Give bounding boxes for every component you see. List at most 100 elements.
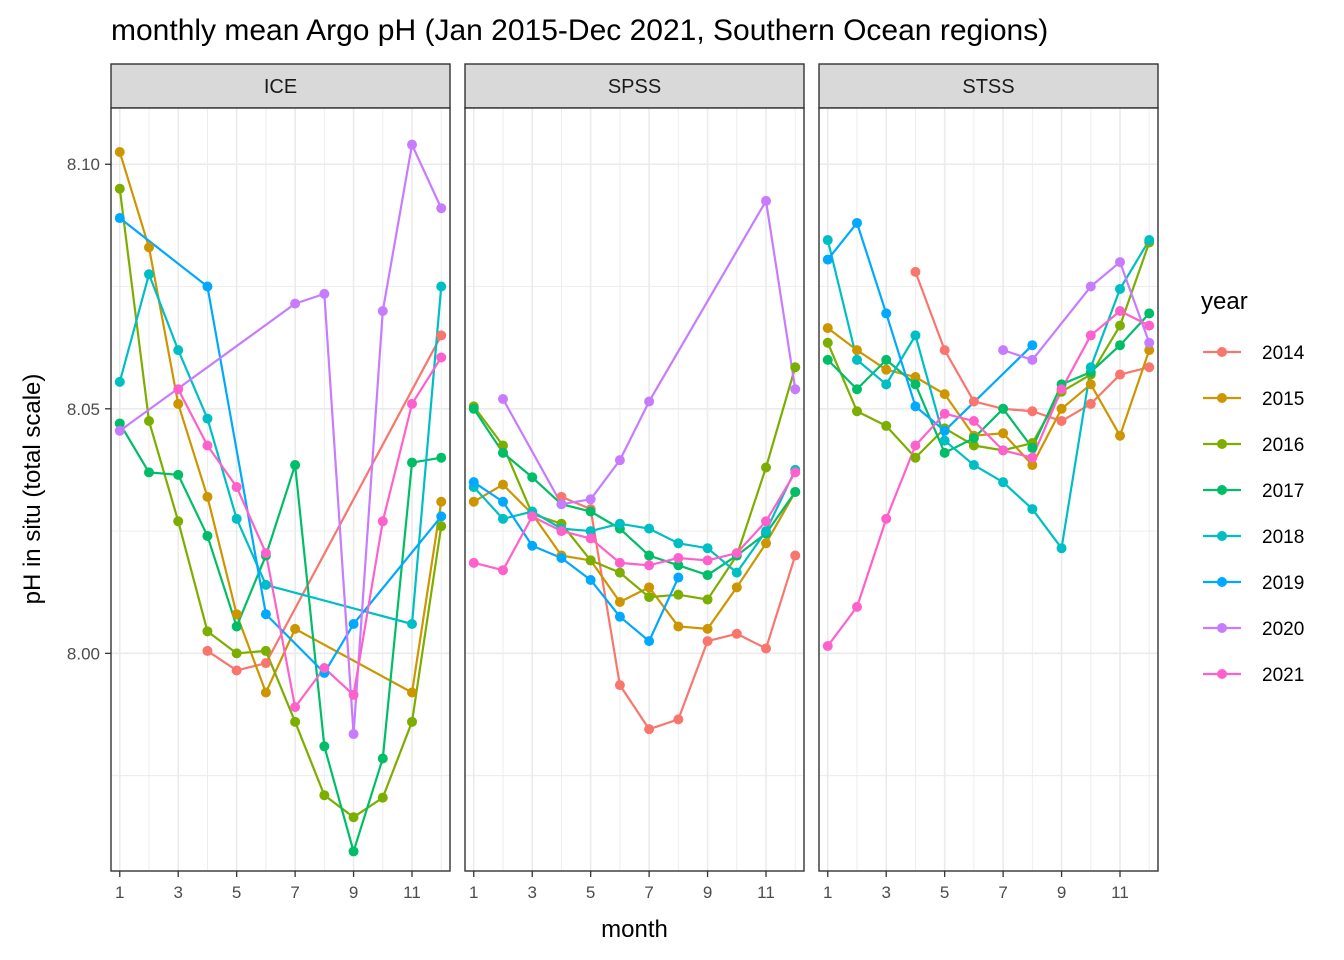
data-point-2021 — [968, 416, 979, 427]
legend: year 2014 2015 2016 2017 2018 2019 2020 2021 — [1201, 288, 1305, 686]
data-point-2021 — [468, 557, 479, 568]
panel-strip — [818, 63, 1159, 109]
panel-border — [110, 107, 451, 872]
x-tick-label: 9 — [1057, 883, 1066, 902]
data-point-2020 — [436, 203, 447, 214]
data-point-2014 — [731, 628, 742, 639]
x-tick-label: 11 — [403, 883, 421, 902]
x-tick-label: 11 — [1111, 883, 1129, 902]
x-tick-label: 1 — [823, 883, 832, 902]
data-point-2018 — [702, 543, 713, 554]
data-point-2017 — [497, 447, 508, 458]
series-line-2017 — [472, 408, 797, 577]
data-point-2015 — [143, 242, 154, 253]
data-point-2020 — [585, 494, 596, 505]
legend-label-2015: 2015 — [1262, 389, 1304, 410]
data-point-2021 — [202, 440, 213, 451]
y-axis: 8.00 8.05 8.10 — [67, 155, 111, 663]
data-point-2020 — [614, 455, 625, 466]
data-point-2019 — [939, 425, 950, 436]
data-point-2018 — [614, 518, 625, 529]
x-axis-title: month — [601, 916, 668, 943]
data-point-2021 — [644, 560, 655, 571]
data-point-2018 — [231, 513, 242, 524]
legend-point-2017 — [1217, 485, 1227, 495]
data-point-2020 — [998, 345, 1009, 356]
y-tick-label: 8.00 — [67, 644, 100, 663]
data-point-2015 — [231, 609, 242, 620]
data-point-2021 — [1144, 320, 1155, 331]
legend-point-2014 — [1217, 347, 1227, 357]
data-point-2020 — [644, 396, 655, 407]
y-tick-label: 8.10 — [67, 155, 100, 174]
data-point-2020 — [114, 425, 125, 436]
data-point-2021 — [319, 663, 330, 674]
data-point-2021 — [1085, 330, 1096, 341]
data-point-2019 — [822, 254, 833, 265]
x-tick-label: 11 — [757, 883, 775, 902]
data-point-2018 — [968, 460, 979, 471]
x-tick-label: 1 — [115, 883, 124, 902]
data-point-2021 — [702, 555, 713, 566]
data-point-2016 — [1115, 320, 1126, 331]
panel-ice: ICE 1 3 5 7 9 11 — [110, 63, 451, 902]
data-point-2021 — [790, 467, 801, 478]
data-point-2017 — [202, 530, 213, 541]
x-tick-label: 1 — [469, 883, 478, 902]
data-point-2017 — [143, 467, 154, 478]
data-point-2015 — [497, 479, 508, 490]
data-point-2017 — [407, 457, 418, 468]
data-point-2017 — [702, 570, 713, 581]
data-point-2014 — [1027, 406, 1038, 417]
legend-label-2016: 2016 — [1262, 435, 1304, 456]
data-point-2021 — [881, 513, 892, 524]
data-point-2015 — [1027, 460, 1038, 471]
y-axis-title: pH in situ (total scale) — [19, 374, 46, 605]
data-point-2021 — [910, 440, 921, 451]
data-point-2021 — [1115, 305, 1126, 316]
x-tick-label: 5 — [586, 883, 595, 902]
data-point-2019 — [614, 611, 625, 622]
data-point-2021 — [1027, 452, 1038, 463]
data-point-2018 — [673, 538, 684, 549]
data-point-2017 — [527, 472, 538, 483]
panel-border — [818, 107, 1159, 872]
data-point-2015 — [761, 538, 772, 549]
data-point-2015 — [202, 491, 213, 502]
data-point-2016 — [585, 555, 596, 566]
data-point-2014 — [436, 330, 447, 341]
data-point-2021 — [614, 557, 625, 568]
series-line-2016 — [472, 366, 797, 601]
data-point-2016 — [436, 521, 447, 532]
panel-spss: SPSS 1 3 5 7 9 11 — [464, 63, 805, 902]
data-point-2018 — [761, 526, 772, 537]
data-point-2016 — [260, 645, 271, 656]
data-point-2018 — [1144, 235, 1155, 246]
data-point-2015 — [939, 389, 950, 400]
x-tick-label: 5 — [940, 883, 949, 902]
data-point-2018 — [881, 379, 892, 390]
data-point-2015 — [468, 496, 479, 507]
data-point-2015 — [851, 345, 862, 356]
data-point-2017 — [114, 418, 125, 429]
data-point-2016 — [851, 406, 862, 417]
panel-strip-label: STSS — [962, 76, 1014, 98]
data-point-2015 — [673, 621, 684, 632]
data-point-2015 — [1115, 430, 1126, 441]
data-point-2020 — [497, 394, 508, 405]
data-point-2016 — [377, 792, 388, 803]
series-line-2021 — [177, 356, 443, 709]
data-point-2016 — [614, 567, 625, 578]
data-point-2018 — [173, 345, 184, 356]
data-point-2015 — [614, 596, 625, 607]
legend-label-2021: 2021 — [1262, 665, 1304, 686]
data-point-2018 — [407, 619, 418, 630]
data-point-2015 — [436, 496, 447, 507]
panel-border — [464, 107, 805, 872]
data-point-2018 — [822, 235, 833, 246]
panel-stss: STSS 1 3 5 7 9 11 — [818, 63, 1159, 902]
data-point-2014 — [910, 266, 921, 277]
data-point-2021 — [761, 516, 772, 527]
